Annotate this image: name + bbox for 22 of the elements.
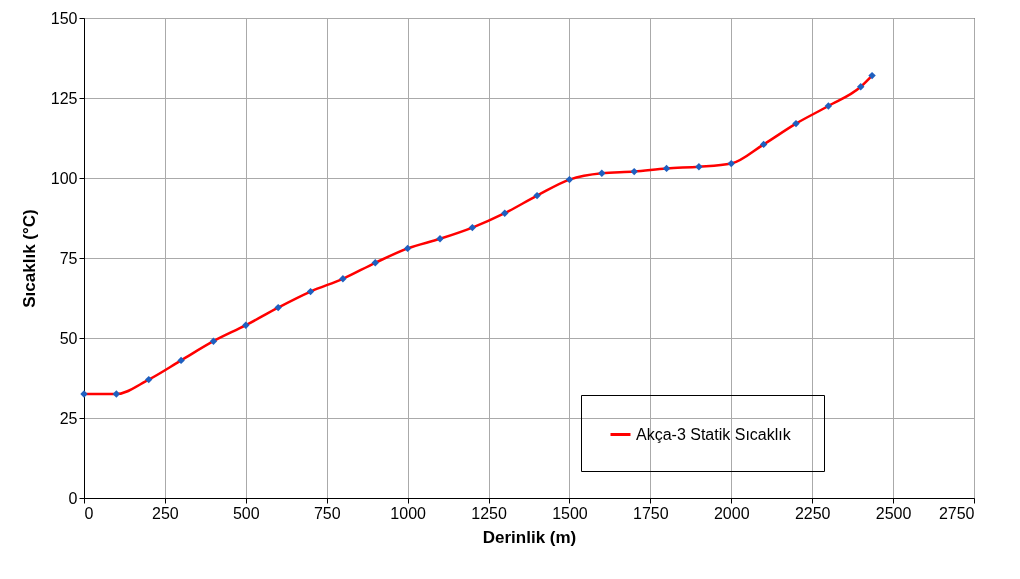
- y-tick-label: 50: [59, 329, 78, 347]
- x-axis-title: Derinlik (m): [482, 527, 577, 547]
- y-tick-label: 25: [59, 409, 78, 427]
- legend-label: Akça-3 Statik Sıcaklık: [636, 425, 792, 443]
- x-tick-label: 1750: [633, 504, 669, 522]
- x-tick-label: 500: [232, 504, 260, 522]
- x-tick-label: 250: [152, 504, 179, 522]
- y-axis-title: Sıcaklık (°C): [19, 209, 39, 308]
- x-tick-label: 750: [313, 504, 341, 522]
- x-tick-label: 2000: [713, 504, 750, 522]
- x-tick-label: 1250: [471, 504, 507, 522]
- x-tick-label: 2750: [938, 504, 975, 522]
- x-tick-label: 1000: [390, 504, 427, 522]
- y-tick-label: 150: [50, 9, 78, 27]
- y-tick-label: 100: [50, 169, 78, 187]
- y-tick-label: 125: [50, 89, 78, 107]
- x-tick-label: 1500: [552, 504, 588, 522]
- x-tick-label: 0: [84, 504, 94, 522]
- y-tick-label: 0: [68, 489, 78, 507]
- x-tick-label: 2500: [875, 504, 912, 522]
- y-tick-label: 75: [59, 249, 78, 267]
- x-tick-label: 2250: [794, 504, 831, 522]
